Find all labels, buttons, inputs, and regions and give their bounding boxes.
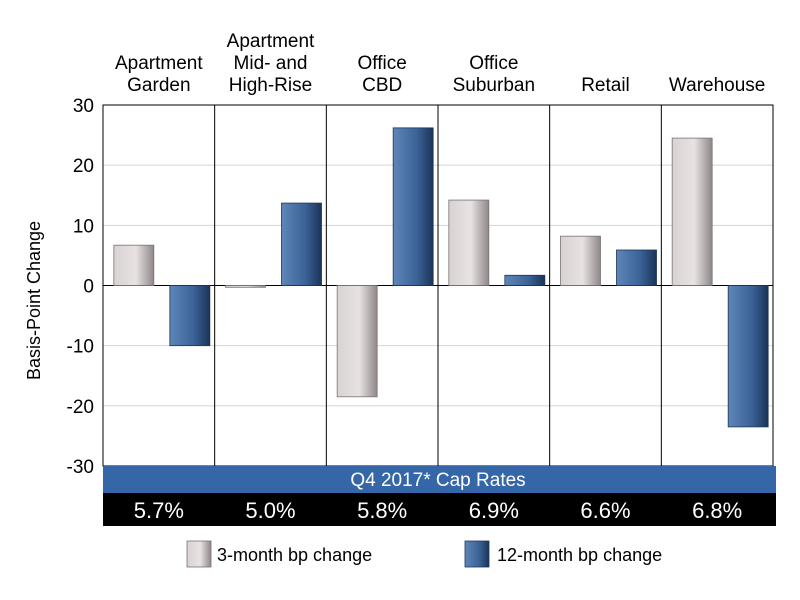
bar-3-month: [225, 285, 266, 288]
y-tick-label: 20: [73, 156, 94, 177]
legend-label: 12-month bp change: [497, 545, 662, 565]
category-label: Garden: [127, 75, 190, 96]
legend-swatch-12-month: [464, 540, 490, 568]
bar-3-month: [448, 199, 490, 286]
cap-rates-row: [103, 493, 776, 526]
y-tick-label: 30: [73, 96, 94, 117]
category-label: Office: [358, 53, 407, 74]
cap-rate-value: 6.8%: [692, 498, 742, 523]
category-label: High-Rise: [229, 75, 312, 96]
cap-rates-title: Q4 2017* Cap Rates: [350, 470, 525, 491]
category-label: CBD: [362, 75, 402, 96]
category-label: Retail: [581, 75, 630, 96]
cap-rate-value: 5.7%: [134, 498, 184, 523]
cap-rates-band: [103, 466, 776, 493]
cap-rate-value: 5.0%: [245, 498, 295, 523]
y-axis-label: Basis-Point Change: [24, 221, 44, 380]
y-tick-label: -20: [67, 397, 94, 418]
y-tick-label: -10: [67, 337, 94, 358]
bar-12-month: [169, 285, 211, 347]
category-label: Warehouse: [669, 75, 765, 96]
y-tick-label: 0: [83, 277, 94, 298]
category-label: Mid- and: [234, 53, 308, 74]
bar-12-month: [616, 249, 657, 286]
cap-rate-value: 6.6%: [580, 498, 630, 523]
cap-rate-value: 6.9%: [469, 498, 519, 523]
bar-12-month: [392, 127, 434, 286]
category-label: Office: [469, 53, 518, 74]
bar-3-month: [336, 285, 378, 398]
category-label: Apartment: [115, 53, 203, 74]
bar-3-month: [560, 235, 601, 286]
bar-3-month: [671, 137, 713, 286]
bar-12-month: [504, 274, 546, 286]
y-tick-label: -30: [67, 457, 94, 478]
cap-rate-value: 5.8%: [357, 498, 407, 523]
category-label: Suburban: [453, 75, 535, 96]
legend-swatch-3-month: [186, 540, 212, 568]
bar-3-month: [113, 244, 155, 286]
bar-12-month: [727, 285, 769, 428]
category-label: Apartment: [227, 31, 315, 52]
y-tick-label: 10: [73, 216, 94, 237]
bar-12-month: [281, 202, 322, 286]
legend-label: 3-month bp change: [217, 545, 372, 565]
